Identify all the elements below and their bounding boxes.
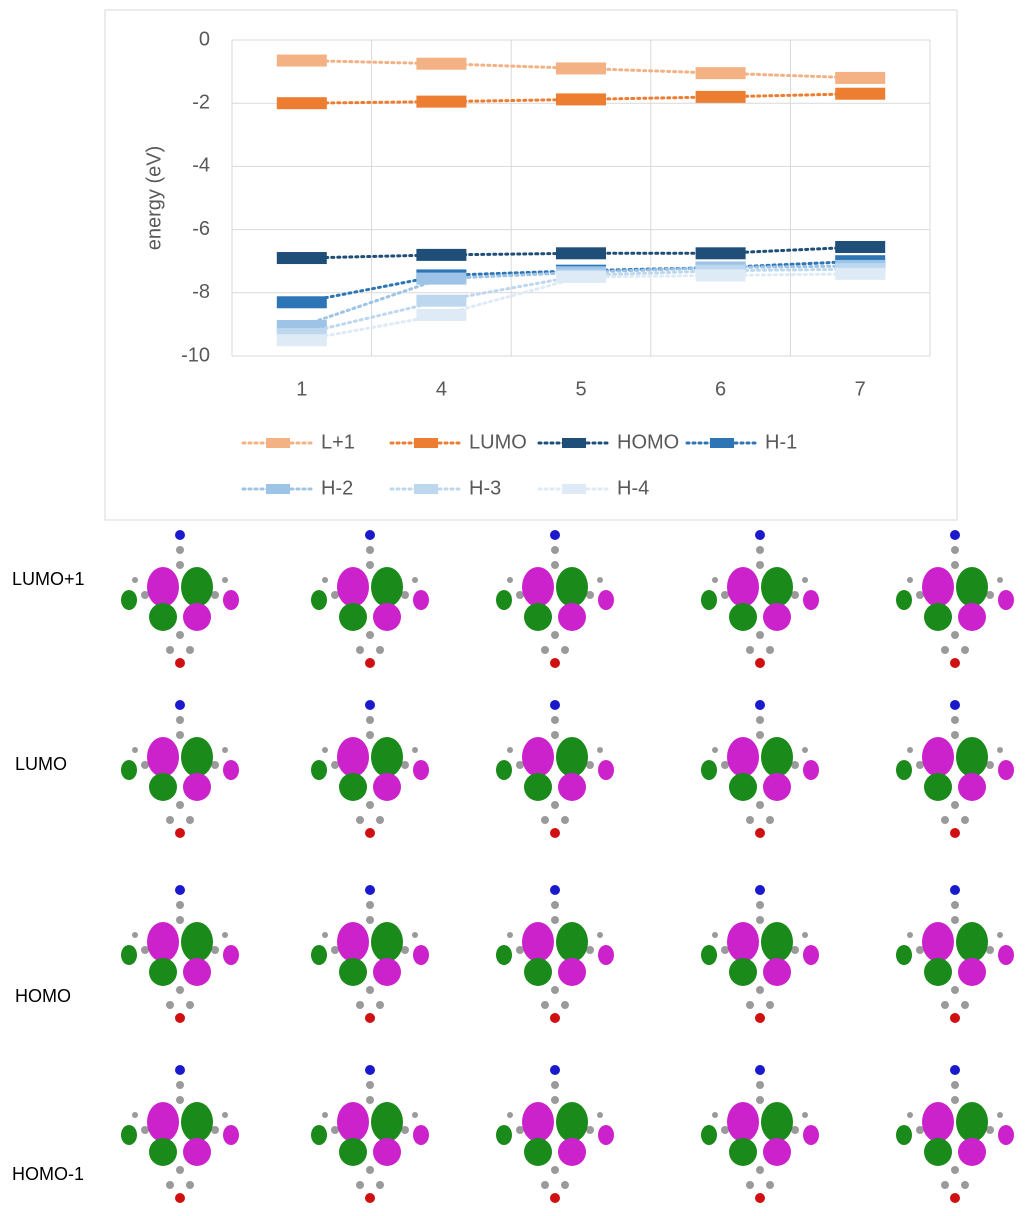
level-bar (556, 62, 606, 75)
row-label: HOMO (15, 986, 71, 1006)
level-bar (416, 308, 467, 321)
level-bar (276, 54, 327, 67)
y-tick-label: 0 (199, 28, 210, 50)
x-tick-label: 4 (436, 378, 447, 400)
level-bar (276, 97, 327, 110)
orbital-images (121, 530, 1014, 1203)
legend-label: L+1 (321, 431, 355, 453)
level-bar (835, 240, 886, 253)
level-bar (416, 95, 467, 108)
level-bar (835, 71, 886, 84)
chart-frame (104, 9, 958, 521)
x-tick-label: 7 (855, 378, 866, 400)
y-tick-label: -2 (192, 91, 210, 113)
level-bar (416, 294, 467, 307)
level-bar (416, 272, 467, 285)
row-label: LUMO (15, 754, 67, 774)
level-bar (695, 269, 746, 282)
x-tick-label: 6 (715, 378, 726, 400)
level-bar (416, 248, 467, 261)
level-bar (416, 57, 467, 70)
legend-label: LUMO (469, 431, 527, 453)
level-bar (695, 247, 746, 260)
level-bar (835, 87, 886, 100)
legend-label: H-1 (765, 431, 797, 453)
legend-swatch (414, 438, 438, 448)
level-bar (695, 90, 746, 103)
level-bar (556, 271, 606, 283)
y-tick-label: -6 (192, 218, 210, 240)
series-connector (300, 272, 862, 342)
legend-swatch (266, 484, 290, 494)
legend-swatch (266, 438, 290, 448)
row-label: HOMO-1 (12, 1164, 84, 1184)
y-axis-label: energy (eV) (143, 146, 165, 251)
level-bar (276, 334, 327, 347)
legend-swatch (710, 438, 734, 448)
x-tick-label: 5 (575, 378, 586, 400)
legend-label: HOMO (617, 431, 679, 453)
row-label: LUMO+1 (12, 569, 85, 589)
legend-label: H-3 (469, 477, 501, 499)
legend-swatch (414, 484, 438, 494)
level-bar (556, 93, 606, 106)
legend-label: H-2 (321, 477, 353, 499)
y-tick-label: -4 (192, 155, 210, 177)
level-bar (835, 267, 886, 280)
level-bar (276, 296, 327, 309)
y-tick-label: -8 (192, 281, 210, 303)
level-bar (276, 252, 327, 265)
level-bar (556, 247, 606, 260)
legend-swatch (562, 438, 586, 448)
legend-label: H-4 (617, 477, 649, 499)
x-tick-label: 1 (296, 378, 307, 400)
y-tick-label: -10 (181, 344, 210, 366)
legend-swatch (562, 484, 586, 494)
level-bar (695, 67, 746, 80)
